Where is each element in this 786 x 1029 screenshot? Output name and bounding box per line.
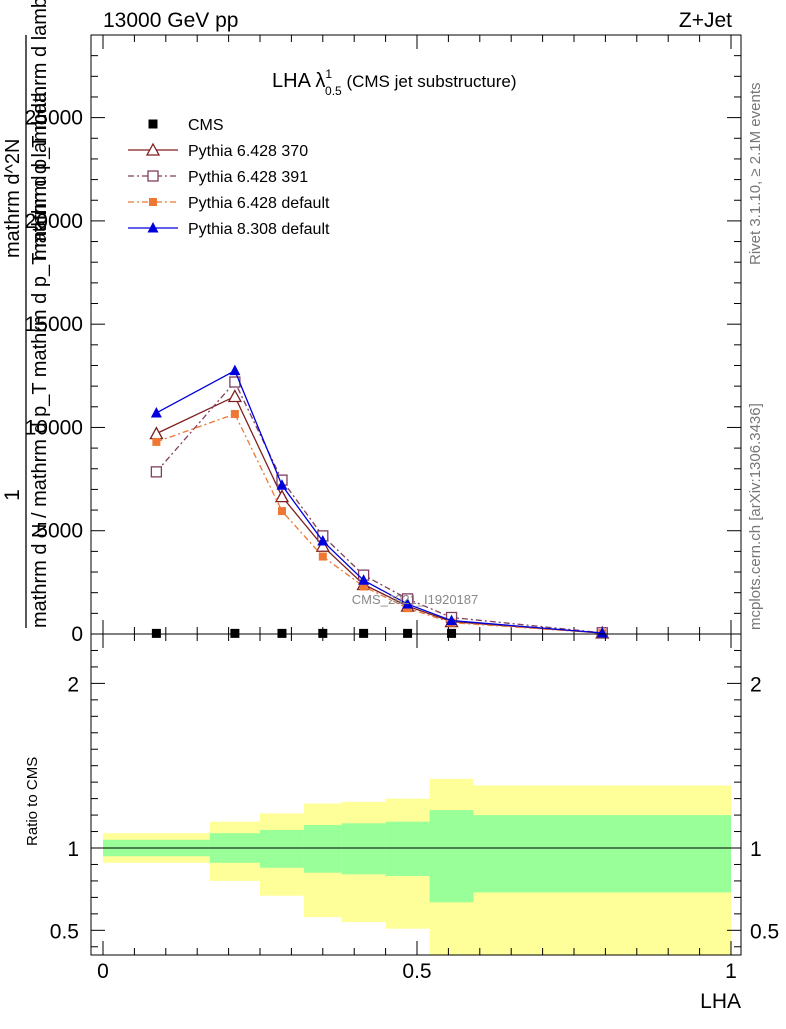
data-point xyxy=(318,552,327,561)
ratio-band-inner xyxy=(473,815,731,893)
data-point xyxy=(403,628,413,638)
legend-label: Pythia 6.428 391 xyxy=(188,169,308,186)
series-line xyxy=(155,380,603,634)
data-point xyxy=(317,535,329,546)
ratio-y-tick-label-right: 2 xyxy=(750,673,762,696)
y-tick-label: 20000 xyxy=(25,210,83,233)
data-point xyxy=(359,628,369,638)
x-tick-label: 1 xyxy=(725,960,737,983)
y-label-overlay-upper: mathrm d^2N xyxy=(2,139,24,258)
ratio-plot-panel: 0.5 0.51 12 2 0 0.5 1 Ratio to CMS LHA xyxy=(24,633,779,1013)
data-point xyxy=(230,410,239,419)
data-point xyxy=(276,479,288,490)
ratio-band-inner xyxy=(260,829,304,868)
legend-label: CMS xyxy=(188,117,224,134)
series-line xyxy=(156,413,603,634)
y-tick-label: 10000 xyxy=(25,416,83,439)
legend-item: Pythia 6.428 391 xyxy=(128,169,308,186)
ratio-y-tick-label-right: 0.5 xyxy=(750,920,779,943)
series-0 xyxy=(151,628,607,638)
ratio-band-inner xyxy=(385,821,430,876)
chart-title: LHA λ1 0.5 (CMS jet substructure) xyxy=(272,67,517,98)
chart-title-superscript: 1 xyxy=(325,67,332,81)
main-y-axis: 0 5000 10000 15000 20000 25000 xyxy=(25,34,741,646)
data-point xyxy=(149,198,157,206)
y-tick-label: 15000 xyxy=(25,313,83,336)
data-point xyxy=(150,406,162,418)
legend-label: Pythia 8.308 default xyxy=(188,221,330,238)
y-label-denominator: mathrm d N / mathrm d p_T mathrm d p_T m… xyxy=(29,91,51,628)
data-point xyxy=(151,628,161,638)
data-point xyxy=(150,466,163,478)
data-point xyxy=(147,170,159,182)
ratio-y-tick-label: 0.5 xyxy=(50,920,79,943)
data-point xyxy=(147,222,159,233)
ratio-y-axis: 0.5 0.5 1 1 2 2 xyxy=(50,649,779,948)
chart-title-suffix: (CMS jet substructure) xyxy=(342,72,517,91)
data-point xyxy=(152,437,161,446)
series-line xyxy=(156,395,603,634)
header-energy: 13000 GeV pp xyxy=(103,9,238,32)
chart-title-main: LHA λ xyxy=(272,70,325,92)
data-point xyxy=(148,119,158,129)
legend-item: Pythia 8.308 default xyxy=(128,221,330,238)
mcplots-reference-label: mcplots.cern.ch [arXiv:1306.3436] xyxy=(747,403,764,630)
watermark: CMS_2021_I1920187 xyxy=(352,592,479,607)
x-tick-label: 0.5 xyxy=(402,960,431,983)
legend-item: CMS xyxy=(148,117,224,134)
legend-item: Pythia 6.428 370 xyxy=(128,142,308,160)
data-point xyxy=(447,628,457,638)
x-axis-label: LHA xyxy=(700,990,741,1013)
ratio-y-tick-label: 2 xyxy=(67,673,79,696)
data-point xyxy=(145,142,161,156)
ratio-band-inner xyxy=(341,823,386,875)
legend-label: Pythia 6.428 default xyxy=(188,195,330,212)
chart-title-subscript: 0.5 xyxy=(325,84,342,98)
x-tick-label: 0 xyxy=(97,960,109,983)
data-point xyxy=(230,628,240,638)
legend: CMS Pythia 6.428 370 Pythia 6.428 391 Pythi… xyxy=(128,117,330,238)
ratio-y-tick-label-right: 1 xyxy=(750,838,762,861)
legend-item: Pythia 6.428 default xyxy=(128,195,330,212)
series-layer xyxy=(149,364,610,639)
y-label-numerator: 1 xyxy=(1,489,24,501)
ratio-y-axis-label: Ratio to CMS xyxy=(24,757,41,846)
series-line xyxy=(156,369,603,634)
y-tick-label: 0 xyxy=(71,623,83,646)
ratio-y-tick-label: 1 xyxy=(67,838,79,861)
ratio-band-inner xyxy=(429,810,474,903)
data-point xyxy=(402,598,414,609)
ratio-plot-frame xyxy=(90,633,742,956)
y-tick-label: 25000 xyxy=(25,107,83,130)
legend-label: Pythia 6.428 370 xyxy=(188,143,308,160)
data-point xyxy=(358,574,370,585)
header-process: Z+Jet xyxy=(679,9,732,32)
data-point xyxy=(227,389,242,403)
data-point xyxy=(359,582,368,591)
main-plot-panel: 0 5000 10000 15000 20000 25000 CMS_2021_I1920… xyxy=(25,34,742,646)
ratio-bands xyxy=(103,778,731,955)
rivet-version-label: Rivet 3.1.10, ≥ 2.1M events xyxy=(747,83,764,266)
main-y-axis-label: 1 mathrm d N / mathrm d p_T mathrm d p_T… xyxy=(1,0,51,628)
data-point xyxy=(149,426,164,440)
data-point xyxy=(318,628,328,638)
y-tick-label: 5000 xyxy=(36,520,83,543)
data-point xyxy=(446,614,458,626)
data-point xyxy=(315,538,330,552)
data-point xyxy=(277,628,287,638)
y-label-overlay-lower: mathrm d p_T mathrm d lambda xyxy=(29,0,51,260)
ratio-band-inner xyxy=(303,824,342,873)
ratio-x-axis: 0 0.5 1 xyxy=(97,634,737,983)
data-point xyxy=(229,364,241,376)
series-4 xyxy=(150,364,608,638)
data-point xyxy=(277,507,286,516)
data-point xyxy=(274,489,290,503)
